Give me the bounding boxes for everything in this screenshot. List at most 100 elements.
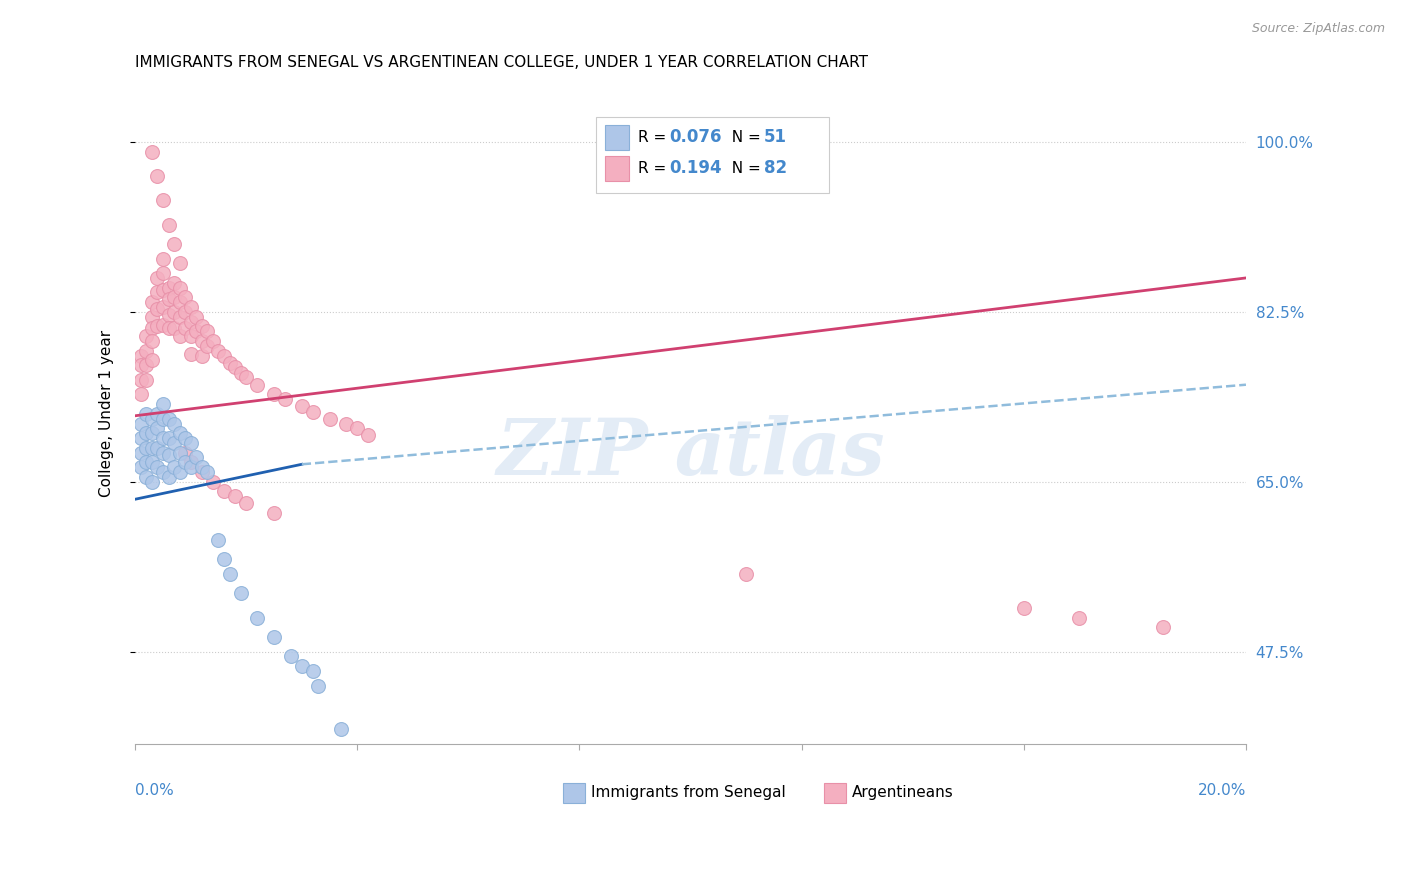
Text: 0.076: 0.076 [669,128,721,146]
Point [135,359,157,373]
Point [157,218,180,232]
Point [152,318,174,332]
Point [246,610,269,624]
Point [163,276,186,290]
Point [186,450,208,465]
Point [174,431,197,445]
Point [229,366,252,380]
Point [152,445,174,459]
Text: 51: 51 [763,128,787,146]
Point [141,455,163,469]
Point [157,470,180,484]
Point [152,194,174,208]
Point [141,353,163,368]
Point [157,448,180,462]
Point [191,460,214,475]
Point [157,280,180,294]
Point [201,334,224,348]
Point [169,329,191,343]
Bar [605,156,630,181]
Point [129,417,152,431]
Point [163,321,186,335]
Point [141,441,163,455]
Point [135,441,157,455]
Point [135,455,157,469]
Point [263,387,285,401]
Text: 0.0%: 0.0% [135,783,174,798]
Point [169,426,191,441]
Point [135,329,157,343]
Point [1069,610,1091,624]
Point [174,445,197,459]
Point [146,421,169,435]
Point [207,343,229,358]
Point [174,305,197,319]
Point [141,334,163,348]
Point [174,290,197,304]
Point [141,145,163,159]
Point [174,321,197,335]
Point [291,399,314,413]
Point [218,356,240,370]
Point [263,506,285,520]
Point [197,324,219,338]
Point [135,407,157,421]
Point [169,465,191,479]
Point [224,360,246,375]
Point [318,411,340,425]
Point [163,236,186,251]
Point [169,295,191,310]
Point [146,441,169,455]
Point [186,310,208,324]
Point [129,387,152,401]
Point [169,445,191,459]
Point [180,300,202,314]
Text: 20.0%: 20.0% [1198,783,1246,798]
Point [141,411,163,425]
Point [146,271,169,285]
Point [180,329,202,343]
Point [163,436,186,450]
Point [346,421,368,435]
Point [169,280,191,294]
Point [157,293,180,307]
Point [152,397,174,411]
Point [302,405,325,419]
Point [274,392,297,407]
Point [146,169,169,183]
Point [141,475,163,489]
Point [735,566,758,581]
Point [180,315,202,329]
Point [152,300,174,314]
Point [169,310,191,324]
Text: N =: N = [721,129,765,145]
Point [163,460,186,475]
Point [235,370,257,384]
Point [129,431,152,445]
Text: R =: R = [638,161,672,176]
Point [191,465,214,479]
Point [246,377,269,392]
Point [212,484,235,499]
Point [152,465,174,479]
Point [141,310,163,324]
Point [357,428,380,442]
Text: IMMIGRANTS FROM SENEGAL VS ARGENTINEAN COLLEGE, UNDER 1 YEAR CORRELATION CHART: IMMIGRANTS FROM SENEGAL VS ARGENTINEAN C… [135,55,868,70]
Bar [824,783,846,803]
Point [229,586,252,600]
Point [135,373,157,387]
Point [163,290,186,304]
Point [152,283,174,297]
Point [157,308,180,322]
Point [146,301,169,316]
Point [152,266,174,280]
Point [335,417,357,431]
Text: Argentineans: Argentineans [852,785,953,800]
Point [135,426,157,441]
Bar [605,125,630,150]
Point [308,679,330,693]
FancyBboxPatch shape [596,117,830,193]
Point [174,455,197,469]
Point [197,339,219,353]
Point [180,346,202,360]
